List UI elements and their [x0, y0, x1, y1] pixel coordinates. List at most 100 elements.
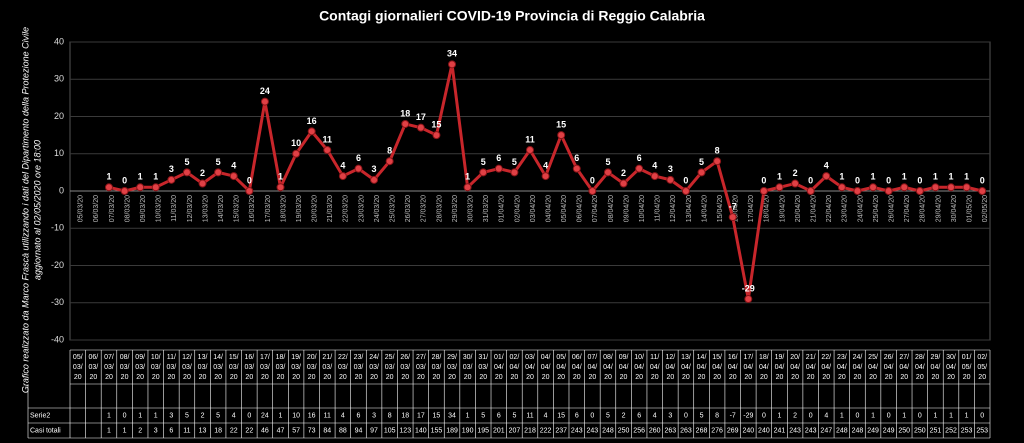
- point: [510, 168, 519, 177]
- table-cell: 155: [431, 427, 443, 434]
- table-cell: 88: [339, 427, 347, 434]
- table-cell: 269: [727, 427, 739, 434]
- table-cell: 243: [571, 427, 583, 434]
- data-label: 5: [481, 157, 486, 167]
- table-cell: 0: [856, 412, 860, 419]
- data-label: 8: [715, 146, 720, 156]
- table-cell: 250: [914, 427, 926, 434]
- table-cell: 240: [758, 427, 770, 434]
- table-cell: 260: [649, 427, 661, 434]
- data-label: 0: [761, 175, 766, 185]
- table-cell: 263: [680, 427, 692, 434]
- data-label: 3: [169, 164, 174, 174]
- data-label: 18: [400, 108, 410, 118]
- point: [681, 187, 690, 195]
- table-cell: 5: [606, 412, 610, 419]
- table-header: 14/04/20: [697, 354, 707, 381]
- table-cell: 18: [401, 412, 409, 419]
- x-tick-label: 31/03/20: [483, 195, 490, 222]
- table-cell: 5: [700, 412, 704, 419]
- point: [385, 157, 394, 166]
- point: [837, 183, 846, 192]
- table-cell: 240: [742, 427, 754, 434]
- x-tick-label: 12/04/20: [670, 195, 677, 222]
- x-tick-label: 22/04/20: [826, 195, 833, 222]
- point: [713, 157, 722, 166]
- x-tick-label: 26/03/20: [405, 195, 412, 222]
- table-cell: 248: [836, 427, 848, 434]
- point: [245, 187, 254, 195]
- table-cell: 253: [976, 427, 988, 434]
- data-label: 0: [590, 175, 595, 185]
- point: [572, 164, 581, 173]
- table-header: 29/04/20: [931, 354, 941, 381]
- table-header: 10/04/20: [634, 354, 644, 381]
- point: [104, 183, 113, 192]
- table-cell: 243: [805, 427, 817, 434]
- point: [338, 172, 347, 181]
- x-tick-label: 24/03/20: [374, 195, 381, 222]
- table-header: 13/03/20: [198, 354, 208, 381]
- table-header: 15/04/20: [712, 354, 722, 381]
- table-cell: 243: [587, 427, 599, 434]
- table-header: 13/04/20: [681, 354, 691, 381]
- point: [494, 164, 503, 173]
- data-label: 4: [231, 160, 236, 170]
- table-header: 30/04/20: [946, 354, 956, 381]
- table-header: 19/04/20: [775, 354, 785, 381]
- x-tick-label: 25/04/20: [873, 195, 880, 222]
- data-label: 6: [574, 153, 579, 163]
- table-cell: 3: [668, 412, 672, 419]
- point: [432, 131, 441, 140]
- table-header: 07/04/20: [588, 354, 598, 381]
- table-header: 02/04/20: [510, 354, 520, 381]
- x-tick-label: 07/03/20: [109, 195, 116, 222]
- data-label: 1: [964, 172, 969, 182]
- table-header: 28/04/20: [915, 354, 925, 381]
- data-label: 16: [307, 116, 317, 126]
- point: [775, 183, 784, 192]
- table-cell: -29: [743, 412, 753, 419]
- table-header: 07/03/20: [104, 354, 114, 381]
- data-label: 0: [886, 175, 891, 185]
- point: [151, 183, 160, 192]
- data-label: 0: [122, 175, 127, 185]
- data-label: 1: [902, 172, 907, 182]
- table-cell: 201: [493, 427, 505, 434]
- x-tick-label: 14/03/20: [218, 195, 225, 222]
- data-label: 6: [356, 153, 361, 163]
- data-label: 4: [652, 160, 657, 170]
- data-label: 1: [839, 172, 844, 182]
- point: [869, 183, 878, 192]
- x-tick-label: 04/04/20: [545, 195, 552, 222]
- table-header: 27/04/20: [899, 354, 909, 381]
- x-tick-label: 29/03/20: [452, 195, 459, 222]
- table-header: 12/04/20: [665, 354, 675, 381]
- x-tick-label: 01/05/20: [966, 195, 973, 222]
- table-header: 16/04/20: [728, 354, 738, 381]
- table-header: 24/03/20: [369, 354, 379, 381]
- point: [416, 123, 425, 132]
- table-cell: 5: [481, 412, 485, 419]
- table-cell: 256: [633, 427, 645, 434]
- table-cell: 189: [446, 427, 458, 434]
- table-cell: 0: [809, 412, 813, 419]
- row-label: Casi totali: [30, 427, 61, 434]
- data-label: 8: [387, 146, 392, 156]
- point: [884, 187, 893, 195]
- x-tick-label: 30/04/20: [951, 195, 958, 222]
- y-tick-label: -10: [51, 223, 64, 233]
- x-tick-label: 13/03/20: [202, 195, 209, 222]
- table-cell: 1: [778, 412, 782, 419]
- point: [822, 172, 831, 181]
- table-cell: 15: [557, 412, 565, 419]
- x-tick-label: 11/03/20: [171, 195, 178, 222]
- x-tick-label: 25/03/20: [390, 195, 397, 222]
- point: [214, 168, 223, 177]
- table-cell: 218: [524, 427, 536, 434]
- x-tick-label: 06/03/20: [93, 195, 100, 222]
- table-cell: 263: [664, 427, 676, 434]
- table-header: 10/03/20: [151, 354, 161, 381]
- table-header: 27/03/20: [416, 354, 426, 381]
- table-cell: 1: [840, 412, 844, 419]
